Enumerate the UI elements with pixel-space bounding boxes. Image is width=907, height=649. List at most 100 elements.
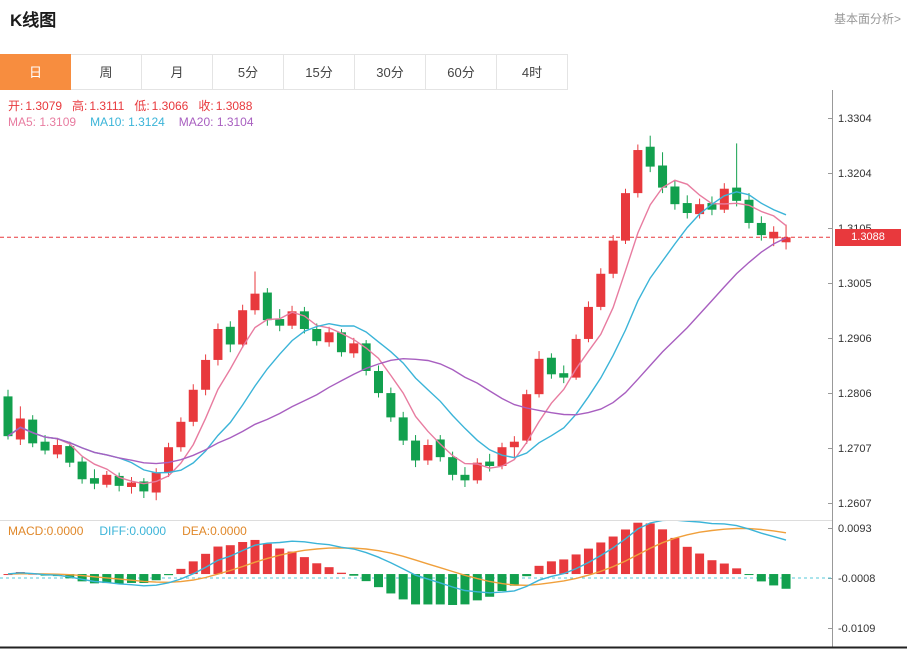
tab-4hour[interactable]: 4时 (497, 54, 568, 90)
candle (769, 231, 779, 239)
macd-bar (336, 572, 346, 575)
candle (497, 447, 507, 466)
candle (460, 474, 470, 481)
candle (633, 150, 643, 194)
candle (213, 329, 223, 360)
price-axis-label: 1.3005 (838, 278, 872, 290)
candle (571, 338, 581, 378)
macd-bar (781, 574, 791, 589)
candle (262, 292, 272, 321)
macd-bar (386, 574, 396, 594)
price-axis-labels: 1.33041.32041.31051.30051.29061.28061.27… (828, 113, 872, 510)
price-axis-label: 1.2906 (838, 333, 872, 345)
tab-5min[interactable]: 5分 (213, 54, 284, 90)
macd-bar (695, 553, 705, 575)
candle (509, 441, 519, 448)
candle (682, 203, 692, 214)
candle (176, 421, 186, 448)
ma10-line (7, 191, 787, 474)
candle (139, 481, 149, 492)
candle (559, 373, 569, 378)
candle (336, 332, 346, 353)
macd-bar (201, 553, 211, 575)
macd-bar (732, 568, 742, 575)
close-legend: 收: 1.3088 (198, 99, 253, 113)
macd-bar (621, 529, 630, 575)
candle (781, 237, 791, 243)
macd-bar (485, 574, 495, 597)
macd-bar (756, 574, 766, 582)
tab-60min[interactable]: 60分 (426, 54, 497, 90)
macd-bar (349, 574, 359, 576)
candlestick-chart-canvas[interactable]: 1.33041.32041.31051.30051.29061.28061.27… (0, 90, 907, 649)
macd-bar (633, 522, 643, 575)
macd-bar (411, 574, 421, 605)
candle (658, 165, 668, 188)
candle (744, 199, 754, 223)
macd-bar (65, 574, 75, 579)
candle (65, 446, 75, 463)
candle (225, 326, 235, 345)
candle (312, 329, 322, 342)
price-axis-label: 1.2707 (838, 443, 872, 455)
macd-bar (546, 561, 556, 575)
candle (386, 393, 396, 418)
candle (3, 396, 13, 437)
price-axis-label: 1.3304 (838, 113, 872, 125)
candle (15, 418, 25, 440)
candle (89, 478, 99, 484)
page-title: K线图 (10, 11, 57, 30)
macd-axis-label: -0.0008 (838, 573, 875, 585)
candle (485, 461, 495, 466)
ma5-legend: MA5: 1.3109 (8, 115, 77, 129)
macd-bar (472, 574, 482, 601)
candle (732, 187, 742, 201)
macd-bar (719, 563, 729, 575)
macd-bar (77, 574, 87, 582)
candle (670, 186, 680, 205)
macd-bar (448, 574, 458, 605)
macd-bar (361, 574, 371, 582)
dea-value-legend: DEA:0.0000 (182, 524, 247, 538)
macd-bar (571, 554, 581, 575)
tab-15min[interactable]: 15分 (284, 54, 355, 90)
tab-week[interactable]: 周 (71, 54, 142, 90)
macd-bar (583, 548, 593, 575)
macd-bar (596, 542, 606, 575)
candle (608, 240, 618, 274)
candle (374, 370, 383, 394)
diff-line (7, 521, 787, 594)
macd-bar (250, 539, 260, 575)
dea-line (7, 527, 787, 587)
candle (102, 474, 112, 485)
candle (238, 310, 248, 345)
macd-bar (559, 559, 569, 575)
candle (127, 482, 136, 487)
macd-bar (89, 574, 99, 584)
candle (435, 439, 445, 458)
candle (411, 440, 421, 461)
macd-bar (188, 561, 198, 575)
macd-bar (509, 574, 519, 586)
current-price-tag: 1.3088 (835, 229, 901, 247)
candle (324, 332, 334, 343)
ma-legend: MA5: 1.3109 MA10: 1.3124 MA20: 1.3104 (8, 115, 254, 129)
candle (472, 462, 482, 481)
tab-month[interactable]: 月 (142, 54, 213, 90)
candle (596, 273, 606, 307)
tab-30min[interactable]: 30分 (355, 54, 426, 90)
open-legend: 开: 1.3079 (8, 99, 63, 113)
macd-bar (658, 529, 668, 575)
ohlc-legend: 开: 1.3079 高: 1.3111 低: 1.3066 收: 1.3088 (8, 97, 252, 114)
candle (40, 441, 50, 451)
candle (275, 319, 285, 326)
tab-day[interactable]: 日 (0, 54, 71, 90)
candle (250, 293, 260, 311)
macd-axis-label: -0.0109 (838, 623, 875, 635)
fundamental-analysis-link[interactable]: 基本面分析> (833, 12, 901, 26)
macd-bar (238, 542, 248, 575)
macd-bar (3, 574, 13, 576)
candle (114, 475, 124, 486)
price-axis-label: 1.2607 (838, 498, 872, 510)
period-tabs: 日 周 月 5分 15分 30分 60分 4时 (0, 54, 568, 90)
